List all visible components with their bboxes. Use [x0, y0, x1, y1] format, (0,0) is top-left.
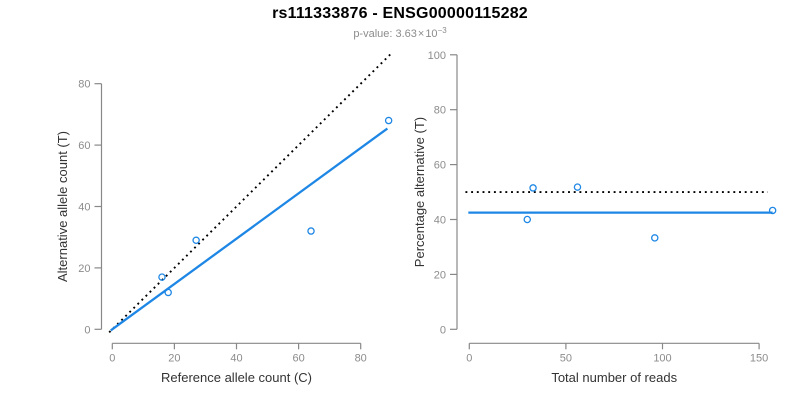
y-tick-label: 80 [78, 79, 90, 91]
y-tick-label: 0 [84, 324, 90, 336]
data-point [768, 206, 777, 215]
x-tick-label: 50 [560, 352, 572, 364]
pvalue-label: p-value: [353, 28, 393, 40]
fit-line [110, 127, 389, 332]
data-point [384, 116, 393, 125]
data-point [192, 236, 200, 245]
y-tick-label: 60 [78, 140, 90, 152]
data-point [164, 288, 172, 297]
data-point [529, 184, 537, 192]
data-point [651, 234, 659, 242]
y-tick-label: 100 [428, 50, 446, 62]
data-point [307, 227, 315, 235]
y-tick-label: 0 [440, 324, 446, 336]
x-tick-label: 40 [230, 352, 242, 364]
pvalue-mantissa: 3.63 [395, 28, 417, 40]
x-tick-label: 80 [355, 352, 367, 364]
identity-line [108, 51, 394, 334]
x-tick-label: 20 [168, 352, 180, 364]
x-axis-label: Reference allele count (C) [161, 370, 312, 385]
y-axis-label: Alternative allele count (T) [55, 131, 70, 282]
x-tick-label: 0 [466, 352, 472, 364]
percentage-scatter: 0 20 40 60 80 100 0 50 100 150 Total number of rea… [412, 50, 777, 385]
x-tick-label: 150 [750, 352, 768, 364]
figure-title: rs111333876 - ENSG00000115282 [272, 5, 528, 22]
y-tick-label: 40 [434, 215, 446, 227]
x-tick-label: 100 [653, 352, 671, 364]
y-tick-label: 80 [434, 105, 446, 117]
x-tick-label: 60 [292, 352, 304, 364]
y-tick-label: 20 [434, 269, 446, 281]
pvalue-subtitle: p-value: 3.63×10−3 [0, 26, 800, 40]
data-point [158, 273, 166, 281]
y-tick-label: 20 [78, 263, 90, 275]
multiplication-sign: × [417, 28, 425, 40]
x-axis-label: Total number of reads [551, 370, 677, 385]
y-tick-label: 60 [434, 160, 446, 172]
y-axis-label: Percentage alternative (T) [412, 117, 427, 267]
allele-count-scatter: 0 20 40 60 80 0 20 40 60 80 Reference allele count… [55, 51, 394, 385]
pvalue-base: 10 [425, 28, 438, 40]
x-tick-label: 0 [109, 352, 115, 364]
data-point [573, 183, 582, 191]
pvalue-exponent: −3 [437, 26, 447, 35]
y-tick-label: 40 [78, 202, 90, 214]
data-point [523, 215, 532, 224]
